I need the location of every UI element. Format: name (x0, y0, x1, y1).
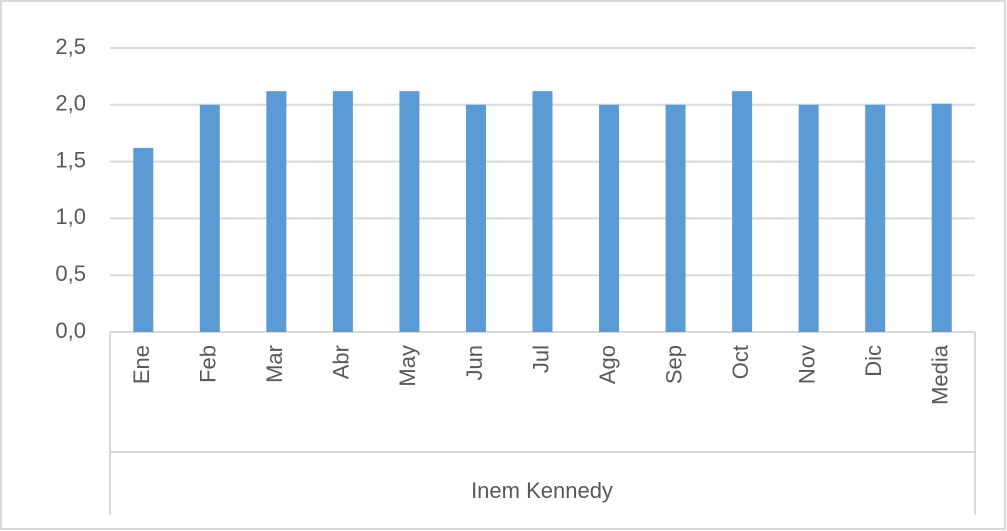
bar (465, 104, 486, 332)
y-tick-label: 2,0 (55, 91, 86, 116)
x-tick-label: Nov (794, 345, 819, 384)
x-tick-label: Jul (528, 345, 553, 373)
x-tick-label: Abr (329, 345, 354, 379)
y-tick-label: 1,5 (55, 147, 86, 172)
y-tick-label: 2,5 (55, 34, 86, 59)
bar (133, 147, 154, 332)
x-tick-label: Ene (129, 345, 154, 384)
bar (931, 103, 952, 332)
x-tick-label: Sep (661, 345, 686, 384)
bar (732, 91, 753, 332)
y-tick-label: 0,0 (55, 318, 86, 343)
bar (266, 91, 287, 332)
x-tick-label: Mar (262, 345, 287, 383)
x-tick-label: Dic (861, 345, 886, 377)
bar (865, 104, 886, 332)
bar (199, 104, 220, 332)
x-tick-label: Jun (462, 345, 487, 380)
bar (532, 91, 553, 332)
bar (665, 104, 686, 332)
x-tick-label: Feb (196, 345, 221, 383)
bar (332, 91, 353, 332)
y-tick-label: 0,5 (55, 261, 86, 286)
x-tick-label: Media (928, 344, 953, 405)
bar (798, 104, 819, 332)
x-tick-label: Oct (728, 345, 753, 379)
bar (399, 91, 420, 332)
y-tick-label: 1,0 (55, 204, 86, 229)
bar (599, 104, 620, 332)
x-tick-label: Ago (595, 345, 620, 384)
x-tick-label: May (395, 345, 420, 387)
x-axis-label: Inem Kennedy (471, 478, 613, 503)
